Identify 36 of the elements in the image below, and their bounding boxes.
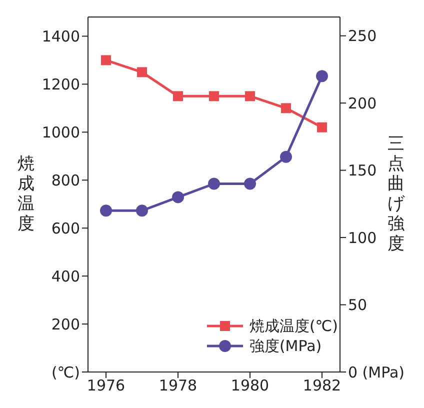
point xyxy=(244,178,256,190)
y-axis-title: 焼成温度 xyxy=(18,154,34,234)
y-tick-label: 600 xyxy=(51,219,80,238)
point xyxy=(317,122,327,132)
y2-tick-label: 50 xyxy=(348,296,368,314)
y2-tick-label: 100 xyxy=(348,228,377,247)
point xyxy=(173,91,183,102)
x-tick-label: 1982 xyxy=(302,376,342,395)
point xyxy=(209,91,219,102)
y2-tick-label: 150 xyxy=(348,162,377,180)
point xyxy=(100,204,112,217)
y-tick-label: 1200 xyxy=(42,75,80,94)
y-tick-label: 1000 xyxy=(42,123,80,142)
point xyxy=(280,150,292,163)
point xyxy=(208,178,220,190)
point xyxy=(281,103,291,114)
y2-tick-label: 250 xyxy=(348,27,377,46)
point xyxy=(172,191,184,204)
y-tick-label: 400 xyxy=(51,267,80,286)
point xyxy=(136,204,148,217)
point xyxy=(245,91,255,102)
y-tick-label: 1400 xyxy=(42,28,80,46)
y2-axis-title: 三点曲げ強度 xyxy=(388,134,406,254)
y2-tick-label: 0 (MPa) xyxy=(348,363,405,382)
y-tick-label: 800 xyxy=(51,171,80,190)
legend-label: 焼成温度(℃) xyxy=(249,316,338,336)
y-tick-label: (℃) xyxy=(51,363,80,382)
x-tick-label: 1976 xyxy=(86,376,126,395)
x-tick-label: 1978 xyxy=(158,376,198,395)
point xyxy=(101,55,111,66)
point xyxy=(316,70,328,82)
y2-tick-label: 200 xyxy=(348,94,377,112)
x-tick-label: 1980 xyxy=(230,376,270,395)
legend-label: 強度(MPa) xyxy=(249,336,322,356)
point xyxy=(137,67,147,78)
y-tick-label: 200 xyxy=(51,315,80,334)
